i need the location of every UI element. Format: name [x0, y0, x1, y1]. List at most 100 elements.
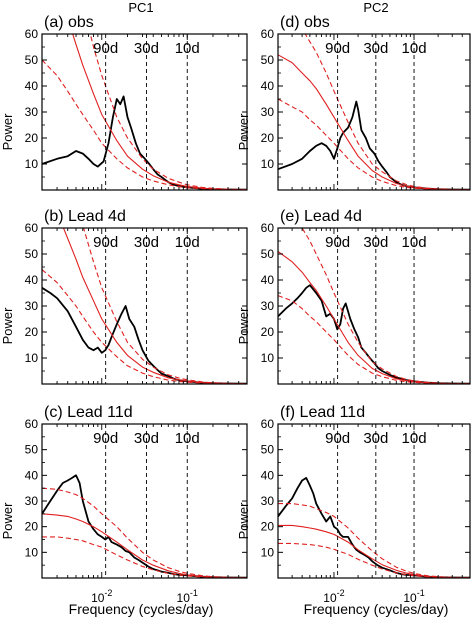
y-tick-label: 30: [261, 105, 275, 119]
x-axis-title-left: Frequency (cycles/day): [69, 601, 214, 617]
panel-title: (e) Lead 4d: [280, 208, 362, 225]
period-label-90d: 90d: [93, 234, 118, 251]
plot-frame: [41, 33, 248, 191]
y-tick-label: 40: [261, 468, 275, 482]
series-line-red-noise-confidence-upper: [301, 228, 470, 384]
period-label-90d: 90d: [325, 40, 350, 57]
y-tick-label: 30: [261, 299, 275, 313]
series-line-spectrum: [42, 95, 247, 190]
y-tick-label: 60: [261, 417, 275, 431]
panel-title: (d) obs: [280, 14, 330, 31]
series-line-red-noise-confidence-upper: [42, 487, 247, 578]
series-line-red-noise-confidence-lower: [278, 542, 470, 578]
panel-title: (a) obs: [44, 14, 94, 31]
period-label-90d: 90d: [325, 234, 350, 251]
period-label-10d: 10d: [175, 234, 200, 251]
x-axis-title-right: Frequency (cycles/day): [304, 601, 449, 617]
y-tick-label: 50: [261, 53, 275, 67]
series-line-red-noise-confidence-upper: [89, 34, 247, 190]
period-label-10d: 10d: [175, 40, 200, 57]
y-tick-label: 50: [25, 247, 39, 261]
y-tick-label: 20: [261, 520, 275, 534]
y-tick-label: 10: [25, 545, 39, 559]
y-tick-label: 40: [261, 79, 275, 93]
y-tick-label: 30: [25, 105, 39, 119]
period-label-90d: 90d: [93, 430, 118, 447]
period-label-10d: 10d: [402, 430, 427, 447]
y-tick-label: 60: [25, 417, 39, 431]
series-line-red-noise-confidence-lower: [42, 269, 247, 384]
y-tick-label: 20: [25, 131, 39, 145]
series-line-spectrum: [42, 474, 247, 578]
y-tick-label: 60: [261, 27, 275, 41]
series-line-spectrum: [278, 100, 470, 190]
plot-frame: [277, 227, 471, 385]
panels: 90d 30d 10d 10 20 30 40 50 60 (a) obs Power 90d 30d 1…: [0, 14, 471, 605]
y-axis-title: Power: [0, 502, 15, 540]
panel-f: 90d 30d 10d 10 20 30 40 50 60 (f) Lead 11d Power 10…: [236, 404, 471, 605]
series-line-red-noise-confidence-upper: [278, 503, 470, 578]
y-tick-label: 50: [261, 247, 275, 261]
panel-a: 90d 30d 10d 10 20 30 40 50 60 (a) obs Power: [0, 14, 248, 191]
x-tick-label: 10-1: [177, 588, 198, 605]
period-label-10d: 10d: [402, 40, 427, 57]
y-axis-title: Power: [0, 307, 15, 345]
column-title-pc1: PC1: [128, 0, 153, 15]
y-tick-label: 40: [25, 79, 39, 93]
y-tick-label: 60: [25, 27, 39, 41]
panel-c: 90d 30d 10d 10 20 30 40 50 60 (c) Lead 11d Power 10…: [0, 404, 248, 605]
series-line-red-noise: [278, 250, 470, 384]
series-line-red-noise-confidence-lower: [278, 295, 470, 384]
y-axis-title: Power: [0, 113, 15, 151]
series-line-spectrum: [278, 284, 470, 384]
period-label-90d: 90d: [325, 430, 350, 447]
series-line-red-noise: [278, 54, 470, 190]
y-tick-label: 30: [261, 494, 275, 508]
period-label-90d: 90d: [93, 40, 118, 57]
y-tick-label: 60: [25, 221, 39, 235]
period-label-10d: 10d: [402, 234, 427, 251]
y-tick-label: 40: [25, 468, 39, 482]
series-group: [278, 476, 470, 578]
y-tick-label: 40: [25, 273, 39, 287]
y-tick-label: 40: [261, 273, 275, 287]
period-label-30d: 30d: [363, 40, 388, 57]
y-axis-title: Power: [236, 113, 251, 151]
plot-frame: [277, 423, 471, 579]
period-label-30d: 30d: [134, 234, 159, 251]
panel-title: (c) Lead 11d: [44, 404, 133, 421]
series-line-red-noise-confidence-lower: [42, 536, 247, 578]
series-group: [278, 34, 470, 190]
period-label-30d: 30d: [134, 40, 159, 57]
y-tick-label: 10: [261, 157, 275, 171]
series-line-red-noise-confidence-lower: [42, 59, 247, 190]
y-tick-label: 10: [25, 157, 39, 171]
panel-b: 90d 30d 10d 10 20 30 40 50 60 (b) Lead 4d Power: [0, 208, 248, 385]
y-tick-label: 20: [25, 520, 39, 534]
y-tick-label: 50: [25, 53, 39, 67]
y-tick-label: 10: [261, 545, 275, 559]
y-tick-label: 20: [261, 325, 275, 339]
series-group: [42, 474, 247, 578]
y-axis-title: Power: [236, 307, 251, 345]
y-tick-label: 30: [25, 299, 39, 313]
panel-e: 90d 30d 10d 10 20 30 40 50 60 (e) Lead 4d Power: [236, 208, 471, 385]
period-label-30d: 30d: [363, 430, 388, 447]
series-group: [278, 228, 470, 384]
period-label-30d: 30d: [134, 430, 159, 447]
y-tick-label: 50: [261, 443, 275, 457]
y-tick-label: 20: [25, 325, 39, 339]
series-line-red-noise-confidence-upper: [304, 34, 470, 190]
column-title-pc2: PC2: [363, 0, 388, 15]
series-line-red-noise: [278, 524, 470, 578]
plot-frame: [277, 33, 471, 191]
panel-d: 90d 30d 10d 10 20 30 40 50 60 (d) obs Power: [236, 14, 471, 191]
y-axis-title: Power: [236, 502, 251, 540]
panel-title: (f) Lead 11d: [280, 404, 365, 421]
series-group: [42, 34, 247, 190]
series-line-red-noise-confidence-lower: [278, 98, 470, 190]
x-tick-label: 10-2: [323, 588, 344, 605]
y-tick-label: 10: [25, 351, 39, 365]
x-tick-label: 10-1: [403, 588, 424, 605]
